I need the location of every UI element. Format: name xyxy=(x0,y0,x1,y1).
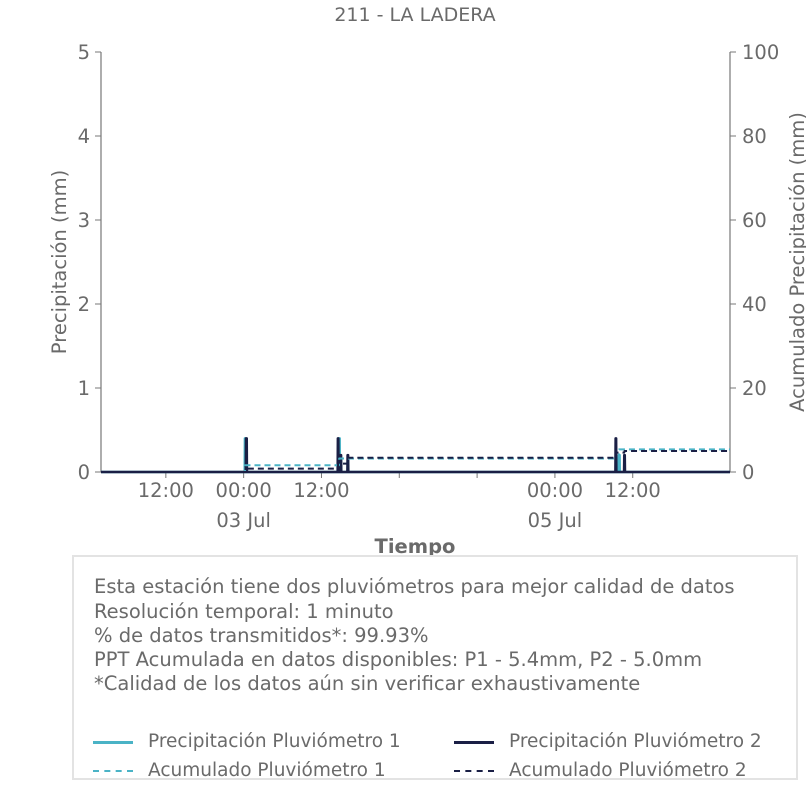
y2-tick-label: 100 xyxy=(742,41,779,64)
series-line-precip-p1 xyxy=(101,437,730,474)
y2-tick-label: 60 xyxy=(742,209,767,232)
info-legend-box: Esta estación tiene dos pluviómetros par… xyxy=(72,555,798,781)
series-line-accum-p1 xyxy=(101,448,730,473)
y-tick-label: 0 xyxy=(78,461,90,484)
x-tick-label: 12:00 xyxy=(293,479,349,502)
y2-tick-label: 20 xyxy=(742,377,767,400)
y-tick-label: 4 xyxy=(78,125,90,148)
legend-swatch-precip-p1 xyxy=(93,741,133,744)
legend-swatch-precip-p2 xyxy=(454,741,494,744)
chart-axes: 0 1 2 3 4 5 0 20 40 60 80 100 12:00 00:00 03 Jul 12:00 0… xyxy=(78,41,780,532)
legend-swatch-accum-p2 xyxy=(454,770,494,772)
info-line-accumulated: PPT Acumulada en datos disponibles: P1 -… xyxy=(94,648,703,671)
info-line-resolution: Resolución temporal: 1 minuto xyxy=(94,600,394,623)
y-axis-label: Precipitación (mm) xyxy=(48,170,71,354)
x-tick-sublabel: 05 Jul xyxy=(528,509,583,532)
plot-area xyxy=(101,437,730,474)
series-line-accum-p2 xyxy=(101,450,730,473)
info-line-transmitted: % de datos transmitidos*: 99.93% xyxy=(94,624,429,647)
y2-tick-label: 40 xyxy=(742,293,767,316)
x-tick-label: 00:00 xyxy=(216,479,272,502)
y2-tick-label: 80 xyxy=(742,125,767,148)
series-line-precip-p2 xyxy=(101,437,730,474)
y-tick-label: 1 xyxy=(78,377,90,400)
x-tick-label: 12:00 xyxy=(138,479,194,502)
y2-axis-label: Acumulado Precipitación (mm) xyxy=(786,112,806,412)
x-tick-label: 12:00 xyxy=(605,479,661,502)
info-line-stations: Esta estación tiene dos pluviómetros par… xyxy=(94,575,735,598)
y2-tick-label: 0 xyxy=(742,461,754,484)
x-tick-sublabel: 03 Jul xyxy=(216,509,271,532)
info-line-quality-note: *Calidad de los datos aún sin verificar … xyxy=(94,672,641,695)
legend-label-precip-p2: Precipitación Pluviómetro 2 xyxy=(509,731,762,752)
legend-label-accum-p2: Acumulado Pluviómetro 2 xyxy=(509,760,747,781)
legend-label-accum-p1: Acumulado Pluviómetro 1 xyxy=(148,760,386,781)
y-tick-label: 3 xyxy=(78,209,90,232)
legend-swatch-accum-p1 xyxy=(93,770,133,772)
x-tick-label: 00:00 xyxy=(527,479,583,502)
legend-label-precip-p1: Precipitación Pluviómetro 1 xyxy=(148,731,401,752)
y-tick-label: 2 xyxy=(78,293,90,316)
y-tick-label: 5 xyxy=(78,41,90,64)
chart-title: 211 - LA LADERA xyxy=(334,4,495,26)
x-axis-label: Tiempo xyxy=(375,535,456,558)
